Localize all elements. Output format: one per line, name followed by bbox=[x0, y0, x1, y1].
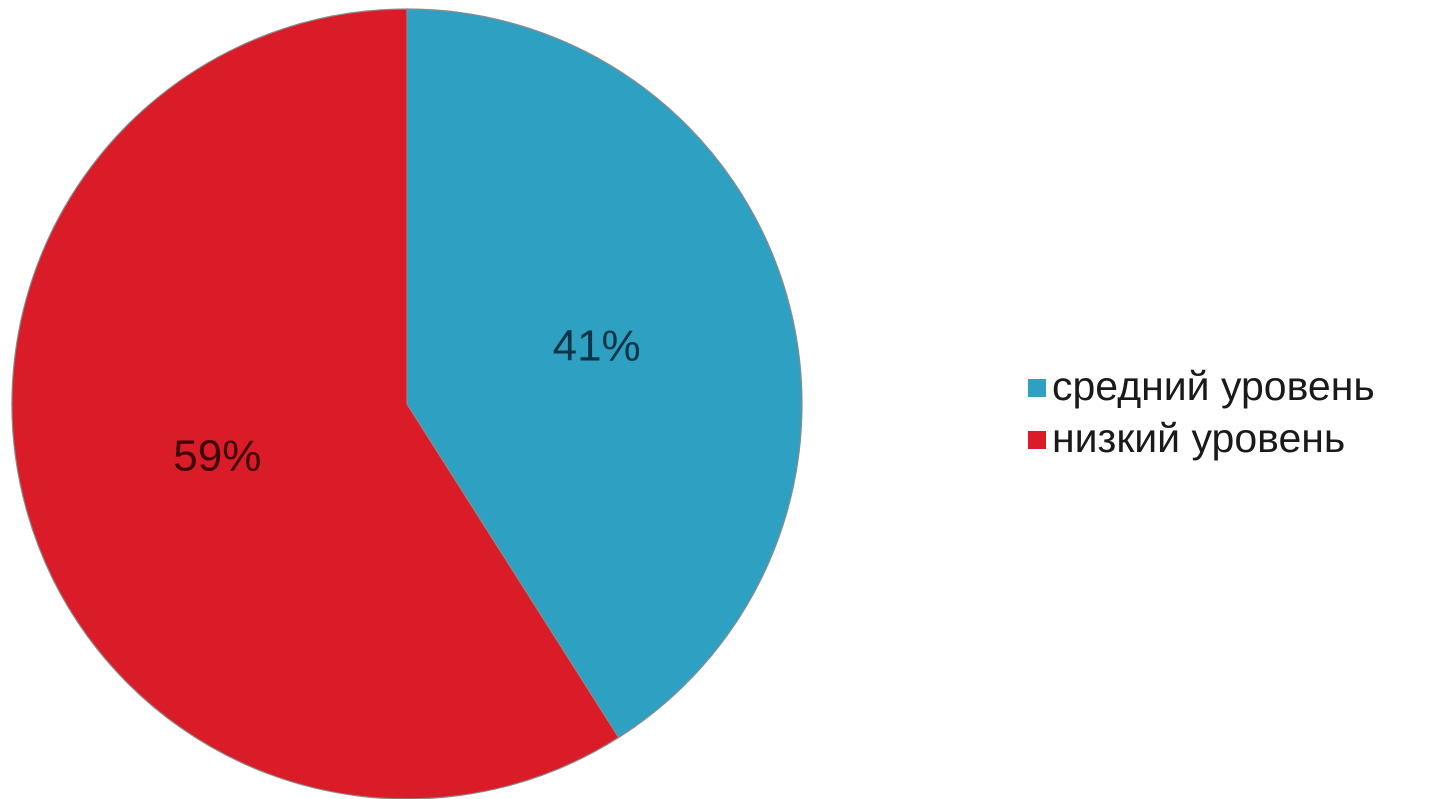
legend-item-medium-level: средний уровень bbox=[1028, 360, 1375, 412]
legend-swatch-low-level bbox=[1028, 431, 1046, 449]
data-label-low-level: 59% bbox=[173, 432, 261, 481]
legend-item-low-level: низкий уровень bbox=[1028, 412, 1375, 464]
legend-swatch-medium-level bbox=[1028, 379, 1046, 397]
legend-label-medium-level: средний уровень bbox=[1052, 362, 1375, 409]
chart-legend: средний уровень низкий уровень bbox=[1028, 360, 1375, 464]
pie-slice-medium-level bbox=[406, 8, 803, 739]
data-label-medium-level: 41% bbox=[553, 322, 641, 371]
legend-label-low-level: низкий уровень bbox=[1052, 414, 1346, 461]
